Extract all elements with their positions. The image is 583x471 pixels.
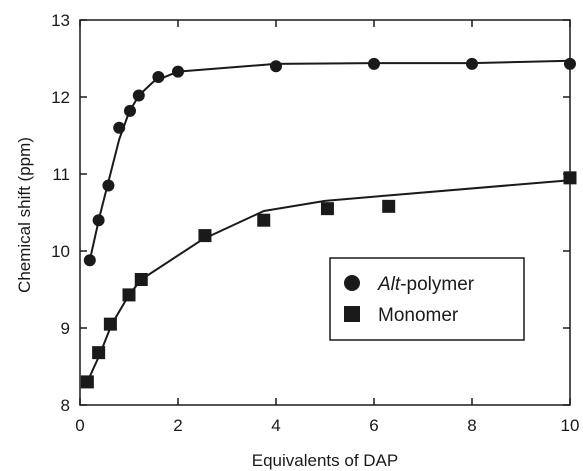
legend-label-alt-polymer: Alt-polymer [377,274,475,295]
point-monomer [80,375,94,389]
point-monomer [103,317,117,331]
point-monomer [92,346,106,360]
y-tick-label: 8 [61,396,70,415]
y-axis-label: Chemical shift (ppm) [15,137,34,293]
point-monomer [382,199,396,213]
x-tick-label: 0 [75,416,84,435]
data-points [80,57,577,389]
y-tick-label: 12 [51,88,70,107]
x-tick-label: 10 [561,416,580,435]
legend-marker-monomer [344,306,360,322]
point-monomer [122,288,136,302]
point-alt-polymer [270,60,282,73]
point-alt-polymer [152,70,165,83]
point-monomer [563,171,577,185]
point-alt-polymer [123,104,136,117]
y-tick-label: 11 [52,165,70,184]
point-alt-polymer [368,57,380,70]
point-alt-polymer [92,214,105,227]
point-monomer [257,213,271,227]
x-axis-label: Equivalents of DAP [252,451,398,470]
point-alt-polymer [102,179,115,192]
point-monomer [134,272,148,286]
y-tick-label: 13 [51,11,70,30]
point-alt-polymer [83,254,96,267]
legend-box [329,257,525,341]
x-tick-label: 6 [369,416,378,435]
legend-marker-alt-polymer [344,275,360,291]
point-alt-polymer [132,89,145,102]
y-tick-label: 10 [51,242,70,261]
x-tick-label: 4 [271,416,280,435]
legend: Alt-polymer Monomer [329,257,525,341]
x-tick-label: 2 [173,416,182,435]
y-tick-label: 9 [61,319,70,338]
plot-border [79,19,571,406]
fit-line-alt-polymer [88,59,571,261]
point-monomer [320,202,334,216]
fit-line-monomer [86,179,571,383]
point-alt-polymer [564,57,576,70]
point-monomer [198,229,212,243]
legend-label-monomer: Monomer [378,305,459,326]
point-alt-polymer [466,57,478,70]
plot-frame [79,19,571,406]
x-tick-label: 8 [467,416,476,435]
axis-ticks: 0 2 4 6 8 10 8 9 10 11 12 13 [51,11,579,435]
point-alt-polymer [113,121,126,134]
point-alt-polymer [172,65,184,78]
